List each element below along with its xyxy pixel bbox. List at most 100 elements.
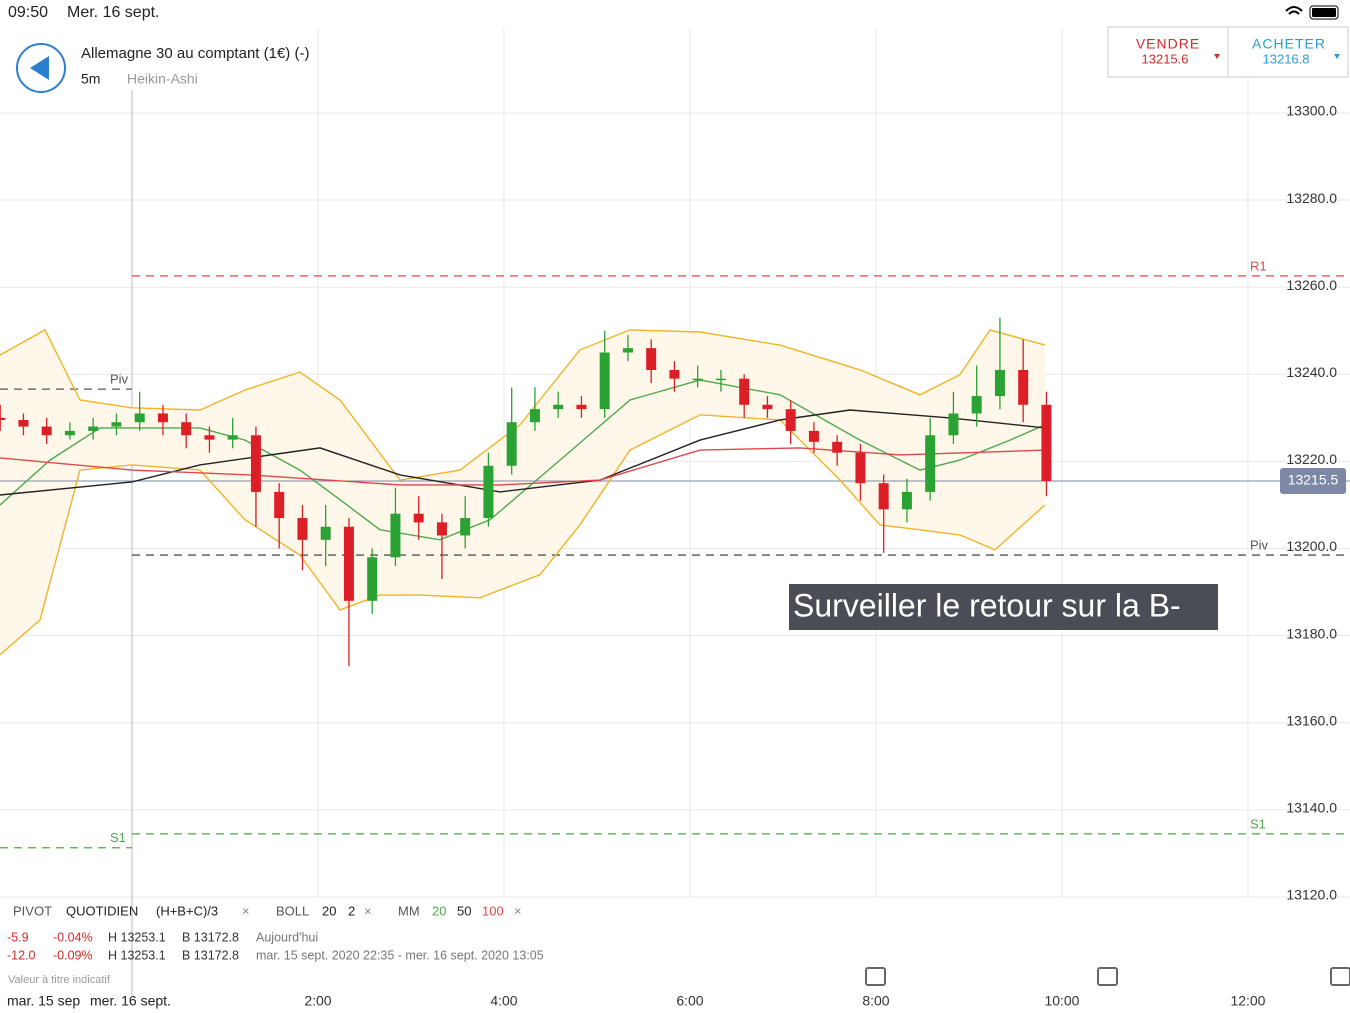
legend-boll: BOLL [276,903,309,918]
candle-body [994,369,1005,397]
candle-body [0,417,6,421]
y-tick-label: 13240.0 [1286,364,1337,380]
status-date: Mer. 16 sept. [67,4,160,21]
x-tick-label: 12:00 [1230,993,1265,1009]
pivot-label: Piv [1250,538,1269,553]
x-tick-label: 4:00 [490,993,517,1009]
x-tick-label: 6:00 [676,993,703,1009]
legend-pivot-formula: (H+B+C)/3 [156,903,218,918]
candle-body [553,404,564,410]
candle-body [41,426,52,436]
candle-body [692,378,703,381]
candle-body [878,483,889,510]
stat-value: H 13253.1 [108,948,166,962]
sell-label[interactable]: VENDRE [1136,36,1200,52]
sell-price[interactable]: 13215.6 [1142,51,1189,66]
y-tick-label: 13220.0 [1286,451,1337,467]
stat-value: B 13172.8 [182,930,239,944]
candle-body [762,404,773,410]
y-tick-label: 13260.0 [1286,277,1337,293]
legend-boll-period: 20 [322,903,336,918]
pivot-label: R1 [1250,258,1267,273]
status-time: 09:50 [8,4,48,21]
chart-style[interactable]: Heikin-Ashi [127,71,198,87]
candle-body [622,348,633,353]
candle-body [948,413,959,436]
annotation-box [789,584,1218,630]
stat-value: -5.9 [7,930,29,944]
candle-body [483,465,494,519]
x-tick-label: 10:00 [1044,993,1079,1009]
stat-value: -0.04% [53,930,93,944]
candle-body [204,435,215,440]
legend-close[interactable]: × [242,903,250,918]
legend-boll-dev: 2 [348,903,355,918]
buy-arrow [1334,54,1340,59]
candle-body [436,522,447,536]
battery-icon [1309,5,1339,20]
x-tick-label: 8:00 [862,993,889,1009]
candle-body [18,420,29,427]
y-tick-label: 13160.0 [1286,712,1337,728]
candle-body [506,422,517,466]
legend-pivot: PIVOT [13,903,52,918]
pivot-label: S1 [110,830,126,845]
date-cur: mer. 16 sept. [90,993,171,1009]
candle-body [320,526,331,540]
candle-body [529,409,540,423]
candle-body [971,396,982,414]
legend-pivot-type: QUOTIDIEN [66,903,138,918]
stat-value: -0.09% [53,948,93,962]
y-tick-label: 13200.0 [1286,538,1337,554]
indicator-line [0,447,1045,486]
candle-body [785,409,796,431]
candle-body [390,513,401,558]
candle-body [669,369,680,379]
buy-label[interactable]: ACHETER [1252,36,1326,52]
pivot-label: S1 [1250,816,1266,831]
candle-body [157,413,168,423]
y-tick-label: 13120.0 [1286,887,1337,903]
y-tick-label: 13180.0 [1286,625,1337,641]
candle-body [599,352,610,410]
disclaimer: Valeur à titre indicatif [8,974,111,986]
indicator-line [0,409,1045,496]
x-tick-label: 2:00 [304,993,331,1009]
y-tick-label: 13280.0 [1286,190,1337,206]
candle-body [297,518,308,540]
candle-body [832,441,843,453]
sell-arrow [1214,54,1220,59]
calendar-icons [865,967,1350,986]
legend-mm2: 50 [457,903,471,918]
legend-mm: MM [398,903,420,918]
annotation: Surveiller le retour sur la B- [793,587,1181,623]
candle-body [576,404,587,410]
indicator-line [0,379,1046,541]
last-price-label: 13215.5 [1288,472,1339,488]
stat-value: Aujourd'hui [256,930,318,944]
stat-value: B 13172.8 [182,948,239,962]
candle-body [88,426,99,431]
candle-body [460,518,471,536]
pivot-label: Piv [110,372,129,387]
calendar-icon[interactable] [1097,967,1118,986]
calendar-icon[interactable] [1330,967,1350,986]
calendar-icon[interactable] [865,967,886,986]
legend-mm3: 100 [482,903,504,918]
candle-body [181,422,192,436]
y-tick-label: 13300.0 [1286,103,1337,119]
buy-price[interactable]: 13216.8 [1263,51,1310,66]
stats: -5.9 -0.04% H 13253.1 B 13172.8 Aujourd'hui -… [7,930,544,962]
stat-value: H 13253.1 [108,930,166,944]
legend-close[interactable]: × [364,903,372,918]
candle-body [274,491,285,519]
candle-body [250,435,261,492]
legend-close[interactable]: × [514,903,522,918]
timeframe[interactable]: 5m [81,71,100,87]
candle-body [1018,369,1029,405]
date-prev: mar. 15 sep [7,993,80,1009]
indicator-line [0,414,1046,656]
candle-body [64,430,75,436]
candle-body [111,422,122,427]
y-tick-label: 13140.0 [1286,800,1337,816]
